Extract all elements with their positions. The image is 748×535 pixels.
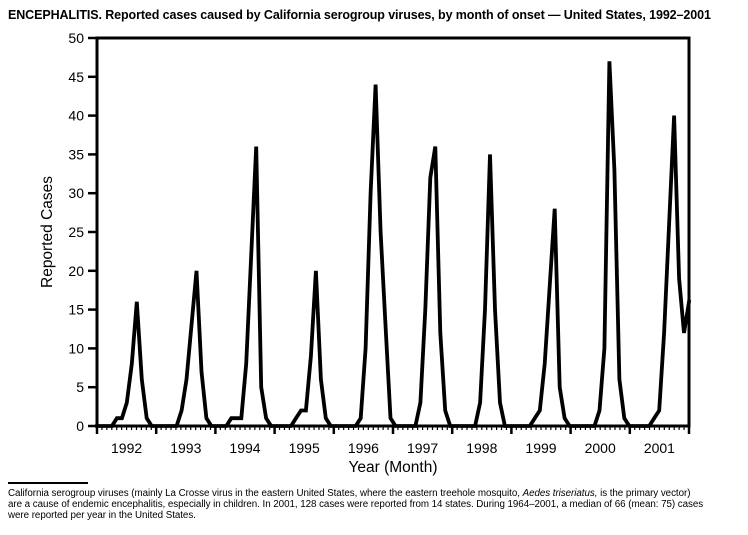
- x-axis-year-label: 1997: [407, 440, 438, 456]
- x-axis-year-label: 1996: [348, 440, 379, 456]
- y-axis-tick-label: 50: [68, 30, 84, 46]
- x-axis-year-label: 1999: [525, 440, 556, 456]
- y-axis-tick-label: 30: [68, 185, 84, 201]
- y-axis-tick-label: 15: [68, 302, 84, 318]
- footnote-divider: [8, 482, 88, 484]
- y-axis-tick-label: 45: [68, 69, 84, 85]
- x-axis-year-label: 2001: [644, 440, 675, 456]
- figure-title: ENCEPHALITIS. Reported cases caused by C…: [8, 8, 711, 22]
- y-axis-tick-label: 35: [68, 146, 84, 162]
- y-axis-title: Reported Cases: [39, 176, 56, 288]
- x-axis-title: Year (Month): [348, 459, 437, 476]
- y-axis-tick-label: 10: [68, 340, 84, 356]
- footnote-line3: were reported per year in the United Sta…: [8, 510, 196, 521]
- y-axis-tick-label: 20: [68, 263, 84, 279]
- x-axis-year-label: 1993: [170, 440, 201, 456]
- footnote-line2: are a cause of endemic encephalitis, esp…: [8, 499, 704, 510]
- y-axis-tick-label: 40: [68, 108, 84, 124]
- x-axis-year-label: 2000: [585, 440, 616, 456]
- y-axis-tick-label: 25: [68, 224, 84, 240]
- x-axis-year-label: 1992: [111, 440, 142, 456]
- y-axis-tick-label: 5: [76, 379, 84, 395]
- footnote-text: California serogroup viruses (mainly La …: [8, 488, 745, 521]
- y-axis-tick-label: 0: [76, 418, 84, 434]
- x-axis-year-label: 1998: [466, 440, 497, 456]
- x-axis-year-label: 1994: [229, 440, 260, 456]
- line-chart-canvas: 0 5 10 15 20 25 30 35 40 45 50 1992 1993 1994 1995 1996…: [39, 30, 692, 476]
- x-axis-year-label: 1995: [289, 440, 320, 456]
- footnote-line1-pre: California serogroup viruses (mainly La …: [8, 488, 523, 499]
- footnote-line1-italic: Aedes triseriatus,: [522, 488, 598, 499]
- cases-data-line: [95, 61, 692, 428]
- footnote-line1-post: is the primary vector): [597, 488, 691, 499]
- footnote: California serogroup viruses (mainly La …: [8, 482, 745, 521]
